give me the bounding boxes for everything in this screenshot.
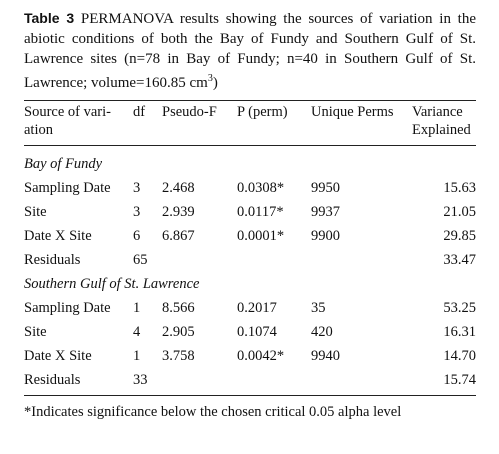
table-cell: 6.867 [162,228,195,244]
table-cell: 16.31 [443,324,476,340]
table-cell: 9940 [311,348,340,364]
header-cell: Variance [412,104,463,120]
header-cell: ation [24,122,53,138]
table-cell: 65 [133,252,148,268]
bottom-rule [24,395,476,396]
header-cell: df [133,104,146,120]
table-cell: Residuals [24,252,81,268]
table-cell: 9950 [311,180,340,196]
table-cell: 0.1074 [237,324,277,340]
table-cell: 9900 [311,228,340,244]
header-cell: Source of vari- [24,104,111,120]
caption-label: Table 3 [24,10,75,26]
table-cell: 33 [133,372,148,388]
table-cell: 35 [311,300,326,316]
table-cell: 6 [133,228,141,244]
table-cell: 0.0308* [237,180,285,196]
table-cell: 8.566 [162,300,195,316]
table-cell: Sampling Date [24,180,111,196]
header-rule [24,145,476,146]
table-cell: 2.468 [162,180,195,196]
table-cell: 4 [133,324,141,340]
table-cell: 3 [133,180,141,196]
table-cell: 15.63 [443,180,476,196]
table-cell: Site [24,324,47,340]
table-cell: 21.05 [443,204,476,220]
header-cell: Unique Perms [311,104,394,120]
table-cell: 33.47 [443,252,476,268]
table-cell: Site [24,204,47,220]
caption: Table 3 PERMANOVA results showing the so… [24,8,476,93]
table-cell: 2.905 [162,324,195,340]
table-cell: 14.70 [443,348,476,364]
table-cell: 0.0117* [237,204,284,220]
top-rule [24,100,476,101]
footnote: *Indicates significance below the chosen… [24,404,402,420]
table-cell: 53.25 [443,300,476,316]
caption-end: ) [212,75,218,91]
table-cell: 29.85 [443,228,476,244]
table-cell: 2.939 [162,204,195,220]
table-cell: 420 [311,324,333,340]
caption-text: PERMANOVA results showing the sources of… [24,11,476,91]
table-cell: Residuals [24,372,81,388]
header-cell: P (perm) [237,104,288,120]
table-cell: 0.0042* [237,348,285,364]
header-cell: Explained [412,122,471,138]
table-cell: Date X Site [24,228,92,244]
table-cell: 1 [133,348,141,364]
table-cell: Date X Site [24,348,92,364]
section-title: Southern Gulf of St. Lawrence [24,276,200,292]
table-cell: 15.74 [443,372,476,388]
table-cell: 9937 [311,204,340,220]
header-cell: Pseudo-F [162,104,217,120]
table-cell: Sampling Date [24,300,111,316]
caption-superscript: 3 [207,73,213,84]
table-cell: 3 [133,204,141,220]
table-cell: 3.758 [162,348,195,364]
table-cell: 1 [133,300,141,316]
section-title: Bay of Fundy [24,156,103,172]
table-cell: 0.0001* [237,228,285,244]
table-cell: 0.2017 [237,300,277,316]
